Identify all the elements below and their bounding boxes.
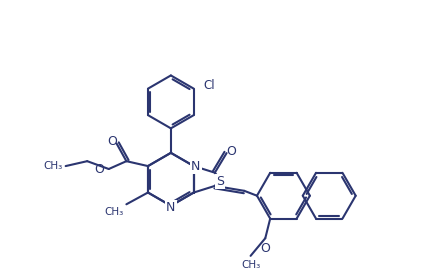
Text: CH₃: CH₃ bbox=[104, 207, 123, 217]
Text: O: O bbox=[261, 242, 270, 255]
Text: O: O bbox=[94, 163, 104, 176]
Text: CH₃: CH₃ bbox=[43, 161, 63, 171]
Text: O: O bbox=[227, 145, 236, 158]
Text: N: N bbox=[166, 201, 176, 214]
Text: S: S bbox=[216, 175, 224, 188]
Text: N: N bbox=[191, 160, 201, 173]
Text: Cl: Cl bbox=[204, 79, 215, 92]
Text: O: O bbox=[107, 135, 116, 148]
Text: CH₃: CH₃ bbox=[241, 260, 260, 270]
